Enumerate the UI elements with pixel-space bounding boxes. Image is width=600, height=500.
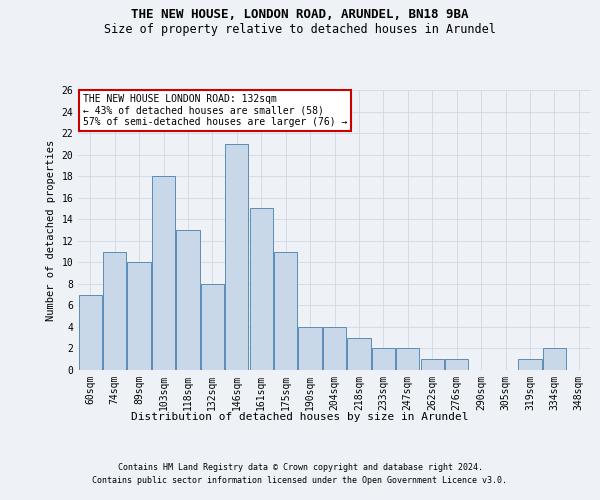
Text: THE NEW HOUSE LONDON ROAD: 132sqm
← 43% of detached houses are smaller (58)
57% : THE NEW HOUSE LONDON ROAD: 132sqm ← 43% … xyxy=(83,94,347,128)
Bar xyxy=(445,359,468,370)
Bar xyxy=(152,176,175,370)
Bar xyxy=(103,252,126,370)
Bar xyxy=(127,262,151,370)
Bar xyxy=(372,348,395,370)
Bar xyxy=(274,252,297,370)
Text: THE NEW HOUSE, LONDON ROAD, ARUNDEL, BN18 9BA: THE NEW HOUSE, LONDON ROAD, ARUNDEL, BN1… xyxy=(131,8,469,20)
Bar xyxy=(396,348,419,370)
Text: Distribution of detached houses by size in Arundel: Distribution of detached houses by size … xyxy=(131,412,469,422)
Bar xyxy=(225,144,248,370)
Bar xyxy=(347,338,371,370)
Bar xyxy=(323,327,346,370)
Bar xyxy=(79,294,102,370)
Bar xyxy=(201,284,224,370)
Bar xyxy=(518,359,542,370)
Y-axis label: Number of detached properties: Number of detached properties xyxy=(46,140,56,320)
Text: Size of property relative to detached houses in Arundel: Size of property relative to detached ho… xyxy=(104,22,496,36)
Bar xyxy=(250,208,273,370)
Text: Contains public sector information licensed under the Open Government Licence v3: Contains public sector information licen… xyxy=(92,476,508,485)
Bar xyxy=(543,348,566,370)
Text: Contains HM Land Registry data © Crown copyright and database right 2024.: Contains HM Land Registry data © Crown c… xyxy=(118,462,482,471)
Bar xyxy=(421,359,444,370)
Bar xyxy=(176,230,200,370)
Bar xyxy=(298,327,322,370)
